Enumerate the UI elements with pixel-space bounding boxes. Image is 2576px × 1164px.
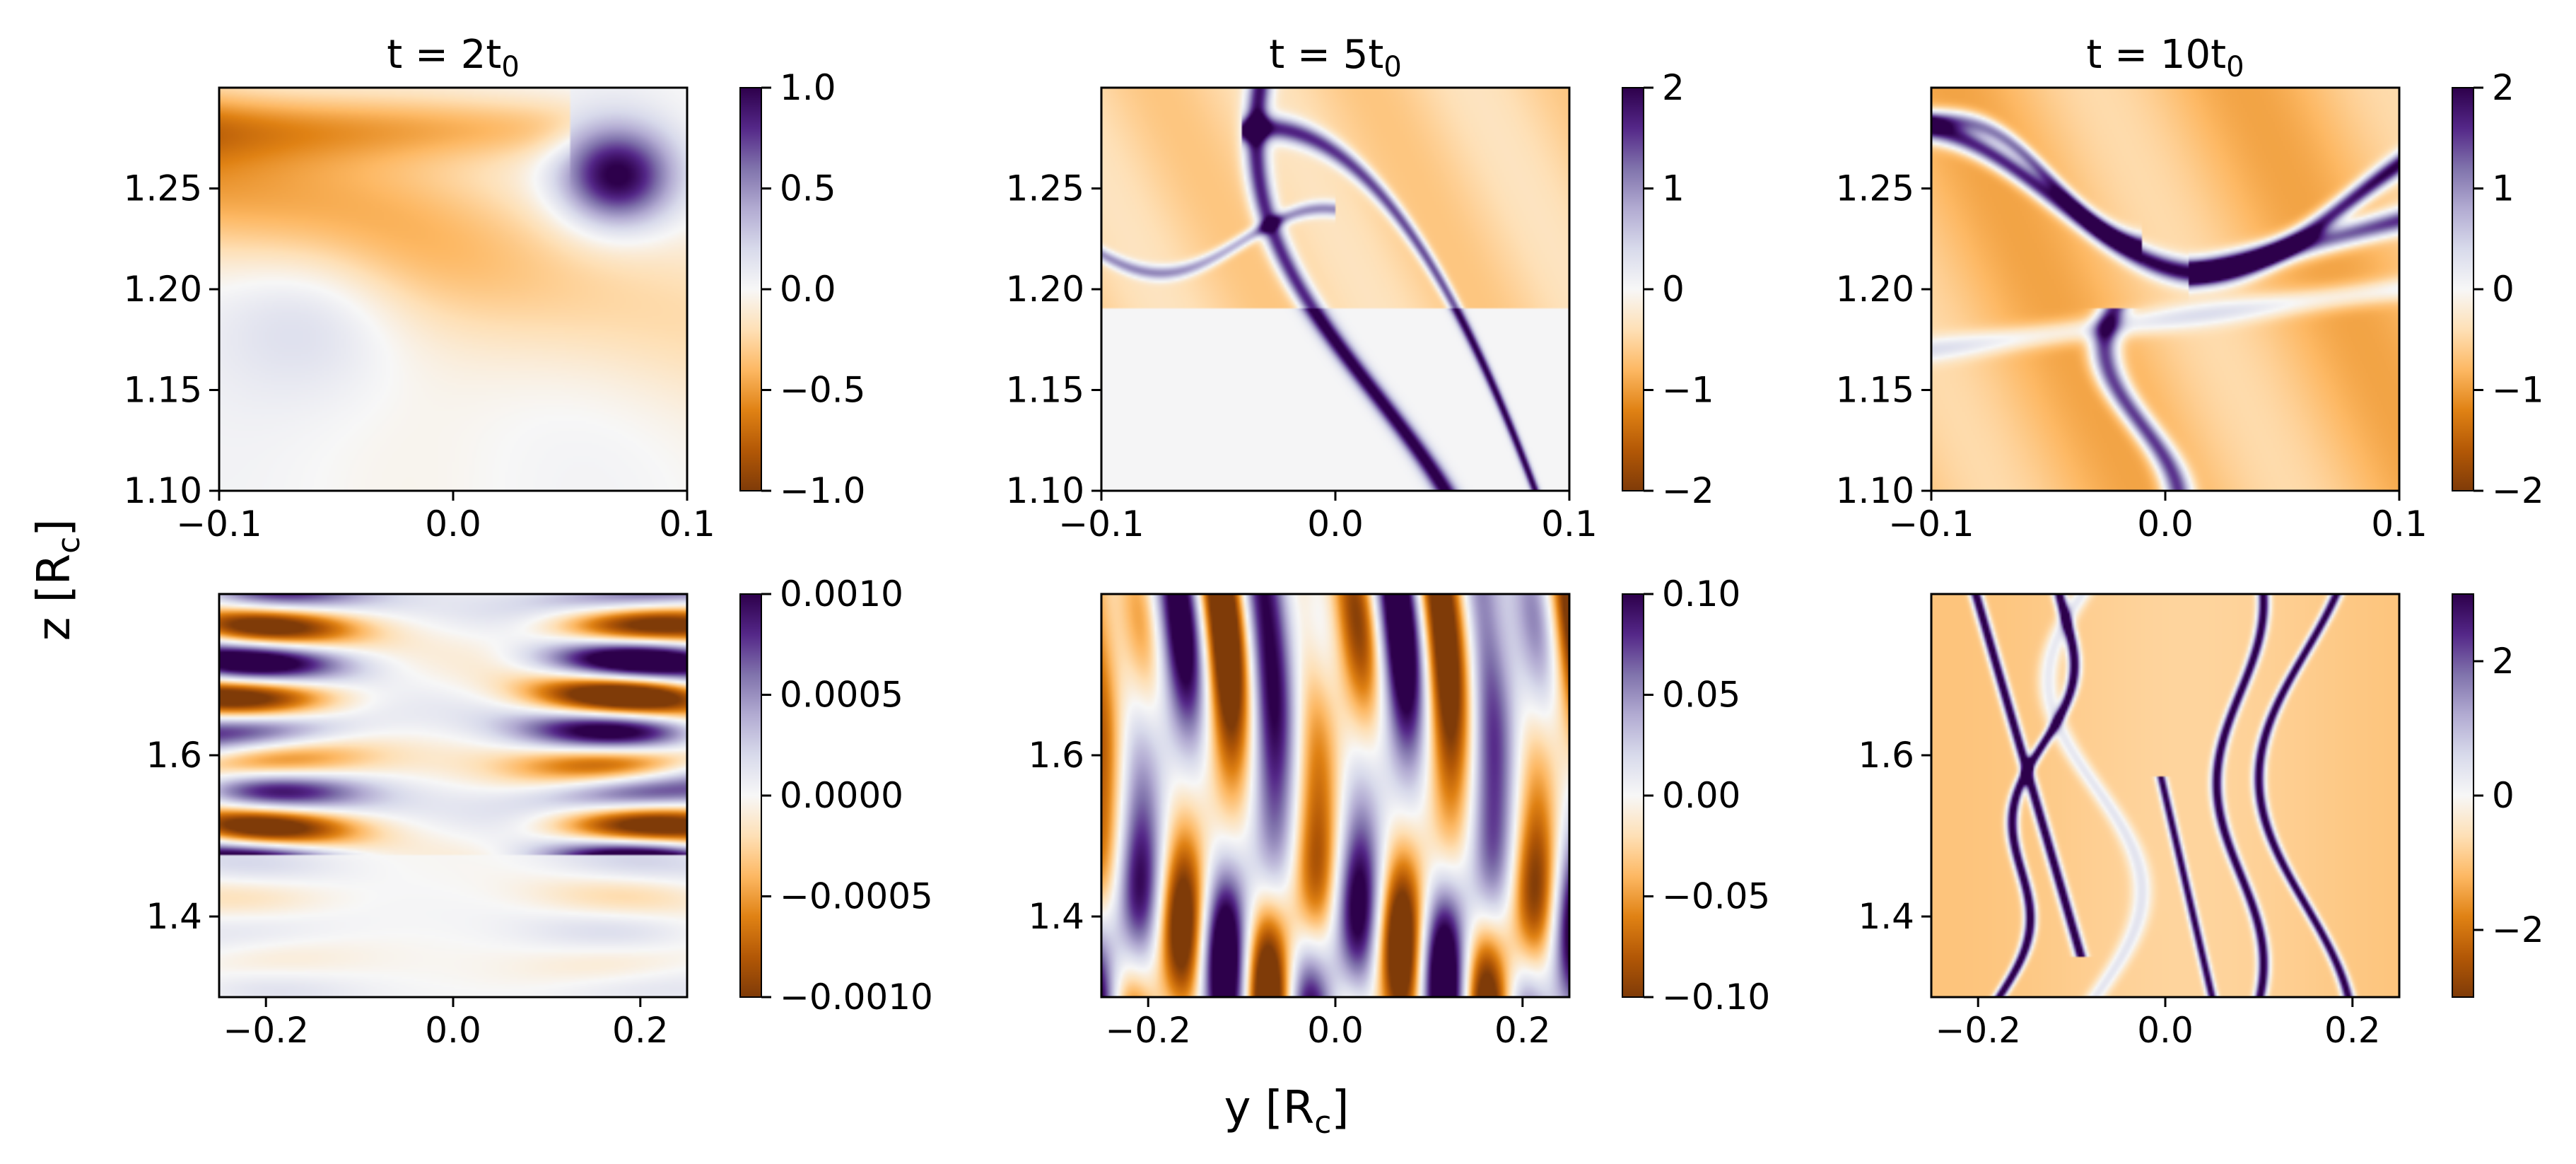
panel-3: t = 10t0 −0.1 0.0 0.1 1.10 1.15 1.20 1.25 2 1 0 −1 −…	[1836, 32, 2544, 545]
panel-4: −0.2 0.0 0.2 1.4 1.6 0.0010 0.0005 0.0000 −0.000…	[146, 574, 932, 1051]
heatmap-image	[1101, 88, 1569, 491]
x-tick-label: 0.1	[2371, 504, 2428, 545]
colorbar	[2452, 593, 2474, 998]
x-tick-label: 0.0	[425, 1010, 481, 1051]
y-tick-label: 1.20	[1836, 269, 1914, 310]
colorbar-tick-label: −0.0010	[780, 977, 933, 1018]
y-tick-label: 1.15	[1836, 370, 1914, 411]
heatmap-image	[1101, 594, 1569, 997]
colorbar-tick-label: 0.05	[1662, 675, 1740, 716]
x-tick-label: −0.2	[1105, 1010, 1190, 1051]
y-tick-label: 1.15	[1006, 370, 1084, 411]
colorbar-tick-label: 2	[2492, 67, 2514, 108]
colorbar-tick-label: −0.10	[1662, 977, 1770, 1018]
colorbar-tick-label: 0.5	[780, 168, 836, 209]
colorbar-tick-label: 0	[1662, 269, 1685, 310]
panel-title: t = 10t0	[2086, 32, 2244, 83]
colorbar-tick-label: 0	[2492, 775, 2514, 816]
colorbar-tick-label: 0.0000	[780, 775, 903, 816]
y-tick-label: 1.15	[124, 370, 202, 411]
colorbar	[1622, 87, 1644, 491]
colorbar-tick-label: 1	[1662, 168, 1685, 209]
y-tick-label: 1.6	[146, 735, 202, 776]
heatmap-image	[1931, 594, 2399, 997]
colorbar-tick-label: −2	[2492, 470, 2544, 511]
y-tick-label: 1.10	[1836, 470, 1914, 511]
x-tick-label: −0.2	[1935, 1010, 2020, 1051]
x-tick-label: −0.1	[1888, 504, 1974, 545]
colorbar-tick-label: −1.0	[780, 470, 865, 511]
colorbar-tick-label: 2	[2492, 641, 2514, 682]
x-tick-label: −0.1	[1058, 504, 1144, 545]
heatmap-image	[1931, 88, 2399, 491]
colorbar	[1622, 593, 1644, 998]
panel-1: t = 2t0 −0.1 0.0 0.1 1.10 1.15 1.20 1.25 1.0 0.5 0…	[124, 32, 866, 545]
y-tick-label: 1.4	[1028, 896, 1084, 937]
x-tick-label: −0.2	[223, 1010, 308, 1051]
colorbar-tick-label: −2	[2492, 909, 2544, 950]
colorbar-tick-label: −1	[1662, 370, 1714, 411]
panel-2: t = 5t0 −0.1 0.0 0.1 1.10 1.15 1.20 1.25 2 1 0 −1 −2	[1006, 32, 1714, 545]
colorbar-tick-label: 2	[1662, 67, 1685, 108]
colorbar-tick-label: 1	[2492, 168, 2514, 209]
panel-title: t = 5t0	[1269, 32, 1402, 83]
x-tick-label: 0.0	[2137, 504, 2194, 545]
colorbar-tick-label: −0.05	[1662, 876, 1770, 917]
x-tick-label: 0.1	[659, 504, 715, 545]
x-axis-label: y [Rc]	[1224, 1082, 1350, 1141]
colorbar-tick-label: 0.10	[1662, 574, 1740, 615]
colorbar-tick-label: 0	[2492, 269, 2514, 310]
colorbar-tick-label: 0.0010	[780, 574, 903, 615]
panel-title: t = 2t0	[387, 32, 520, 83]
colorbar-tick-label: −0.5	[780, 370, 865, 411]
y-tick-label: 1.10	[1006, 470, 1084, 511]
x-tick-label: 0.2	[2324, 1010, 2381, 1051]
panel-5: −0.2 0.0 0.2 1.4 1.6 0.10 0.05 0.00 −0.05 −0.10	[1028, 574, 1770, 1051]
y-tick-label: 1.4	[1858, 896, 1914, 937]
heatmap-image	[219, 88, 687, 491]
x-tick-label: 0.2	[1494, 1010, 1551, 1051]
panel-6: −0.2 0.0 0.2 1.4 1.6 2 0 −2	[1858, 593, 2544, 1051]
colorbar-tick-label: 1.0	[780, 67, 836, 108]
colorbar	[2452, 87, 2474, 491]
x-tick-label: 0.0	[425, 504, 481, 545]
y-tick-label: 1.20	[124, 269, 202, 310]
heatmap-image	[219, 594, 687, 997]
y-tick-label: 1.10	[124, 470, 202, 511]
x-tick-label: 0.2	[612, 1010, 669, 1051]
x-tick-label: 0.0	[1307, 504, 1364, 545]
colorbar-tick-label: 0.0005	[780, 675, 903, 716]
colorbar-tick-label: −1	[2492, 370, 2544, 411]
y-tick-label: 1.6	[1858, 735, 1914, 776]
x-tick-label: 0.0	[2137, 1010, 2194, 1051]
x-tick-label: 0.0	[1307, 1010, 1364, 1051]
colorbar	[739, 593, 762, 998]
panels-group: t = 2t0 −0.1 0.0 0.1 1.10 1.15 1.20 1.25 1.0 0.5 0…	[124, 32, 2544, 1051]
y-tick-label: 1.20	[1006, 269, 1084, 310]
colorbar-tick-label: −2	[1662, 470, 1714, 511]
y-axis-label: z [Rc]	[28, 519, 87, 641]
x-tick-label: −0.1	[176, 504, 262, 545]
colorbar	[739, 87, 762, 491]
y-tick-label: 1.6	[1028, 735, 1084, 776]
y-tick-label: 1.4	[146, 896, 202, 937]
colorbar-tick-label: 0.00	[1662, 775, 1740, 816]
colorbar-tick-label: −0.0005	[780, 876, 933, 917]
colorbar-tick-label: 0.0	[780, 269, 836, 310]
y-tick-label: 1.25	[1836, 168, 1914, 209]
x-tick-label: 0.1	[1541, 504, 1598, 545]
y-tick-label: 1.25	[124, 168, 202, 209]
y-tick-label: 1.25	[1006, 168, 1084, 209]
